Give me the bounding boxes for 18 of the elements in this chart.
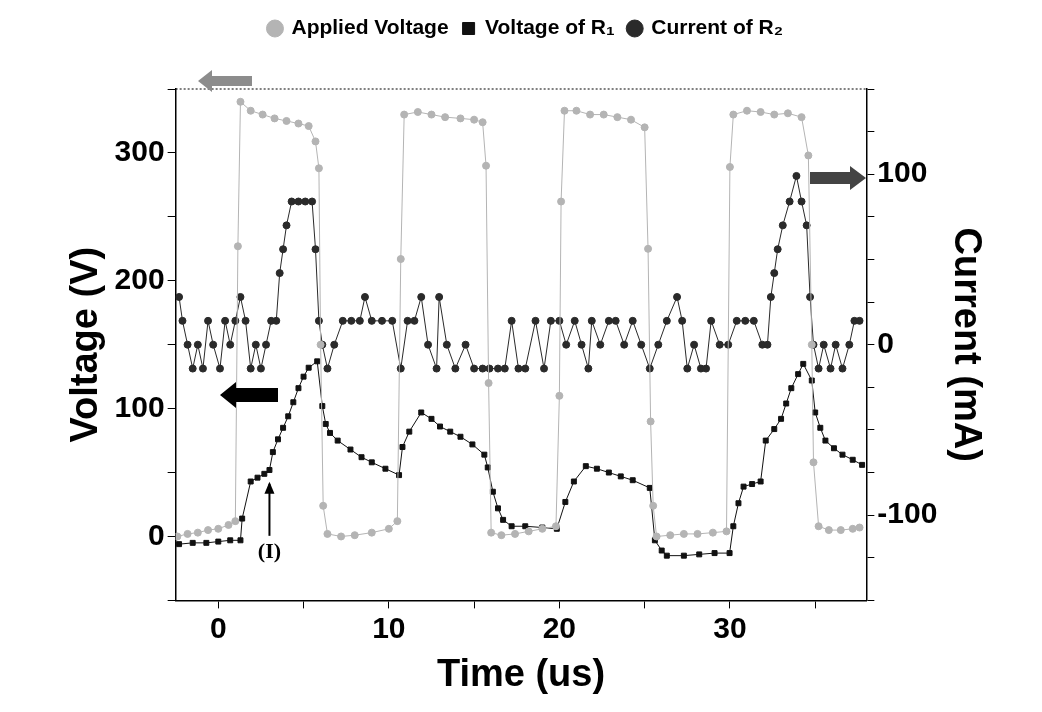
x-tick-label: 20	[542, 610, 577, 644]
y-tick-label: 300	[114, 134, 165, 168]
y-tick-label: 0	[147, 517, 165, 551]
x-axis-title: Time (us)	[436, 651, 606, 694]
legend-label: Current of R₂	[651, 15, 784, 39]
x-tick-label: 30	[713, 610, 747, 644]
y2-tick-label: 100	[877, 155, 928, 189]
y-tick-label: 200	[114, 262, 165, 296]
x-tick-label: 0	[209, 610, 227, 644]
x-tick-label: 10	[372, 610, 406, 644]
legend-label: Voltage of R₁	[485, 15, 615, 39]
y2-tick-label: 0	[877, 325, 895, 359]
y-axis-title: Voltage (V)	[63, 246, 106, 443]
y-tick-label: 100	[114, 389, 165, 423]
annotation: (I)	[257, 537, 282, 563]
y2-axis-title: Current (mA)	[946, 227, 989, 462]
legend-label: Applied Voltage	[291, 15, 449, 39]
y2-tick-label: -100	[877, 496, 938, 530]
